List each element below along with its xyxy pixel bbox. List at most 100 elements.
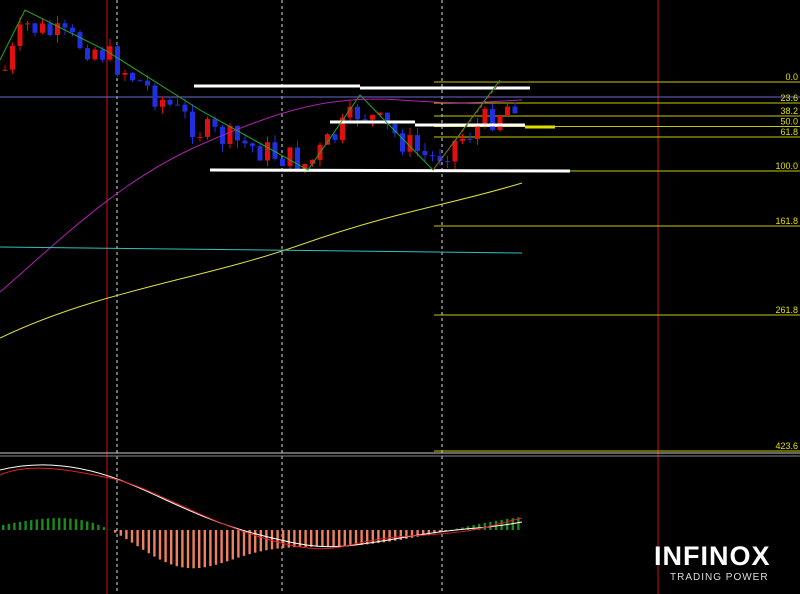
ma-long [0,246,523,254]
macd-bar [226,530,229,562]
macd-bar [315,530,318,547]
macd-bar [254,530,257,553]
candle [347,106,353,118]
macd-bar [114,530,117,533]
candle [445,161,450,163]
candle [40,23,45,33]
macd-bar [444,530,447,531]
macd-bar [136,530,139,547]
macd-bar [214,530,218,565]
macd-bar [52,518,55,530]
candle [505,106,510,116]
fib-label: 38.2 [780,106,798,116]
macd-bar [147,530,150,554]
macd-bar [91,522,94,530]
candle [25,23,30,25]
candles [2,15,518,174]
fib-label: 100.0 [775,161,798,171]
macd-line [0,464,523,548]
fib-label: 261.8 [775,305,798,315]
macd-bar [170,530,173,565]
macd-bar [265,530,268,551]
macd-bar [433,530,436,534]
macd-bar [119,530,122,536]
candle [227,125,233,144]
candle [257,146,263,161]
candle [122,72,128,75]
macd-bar [58,518,61,530]
macd-bar [427,530,430,535]
macd-bar [69,518,72,530]
macd-bar [186,530,190,569]
ma-slow [0,182,523,339]
ma-fast [0,98,523,293]
candle [137,80,143,82]
macd-lines [0,464,523,550]
logo-tagline: TRADING POWER [670,572,769,583]
candle [152,85,158,107]
candle [362,119,368,121]
candle [400,133,405,152]
candle [392,124,398,134]
candle [340,117,345,140]
candle [100,49,105,60]
fib-label: 61.8 [780,127,798,137]
macd-bar [130,530,134,543]
macd-bar [80,520,83,530]
candle [85,48,90,60]
macd-bar [332,530,335,547]
levels [0,9,571,173]
macd-bar [18,521,22,530]
candle [310,159,315,164]
macd-bar [382,530,386,543]
macd-bar [298,530,302,548]
macd-bar [360,530,363,545]
candle [77,32,83,49]
macd-bar [399,530,402,540]
macd-bar [30,520,33,530]
macd-bar [41,518,44,530]
candle [47,23,53,36]
macd-bar [74,519,78,530]
macd-bar [35,519,38,530]
macd-bar [13,522,16,530]
macd-bar [455,528,458,530]
candle [475,125,480,140]
candle [332,134,338,140]
candle [407,135,413,152]
candle [460,138,465,141]
macd-bar [125,530,128,540]
macd-bar [494,520,498,530]
fib-anchor [432,81,501,171]
macd-bar [304,530,307,547]
candle [280,158,285,166]
macd-bar [349,530,352,546]
macd-bar [24,520,27,530]
macd-bar [472,525,475,530]
macd-bar [175,530,178,567]
macd-bar [310,530,313,547]
candle [385,112,390,125]
candle [205,119,210,137]
macd-bar [237,530,240,558]
candle [295,147,300,171]
macd-bar [438,530,442,533]
candle [377,112,383,115]
macd-bar [259,530,262,552]
macd-bar [46,518,50,530]
candle [325,134,330,145]
fib-label: 23.6 [780,93,798,103]
macd-bar [7,523,10,530]
candle [272,142,278,159]
candle [55,23,60,36]
candle [235,125,240,141]
macd-bar [466,526,470,530]
macd-bar [142,530,145,550]
macd-bar [422,530,425,536]
candle [437,155,443,162]
candle [17,24,23,46]
candle [130,72,135,81]
candle [302,163,308,171]
